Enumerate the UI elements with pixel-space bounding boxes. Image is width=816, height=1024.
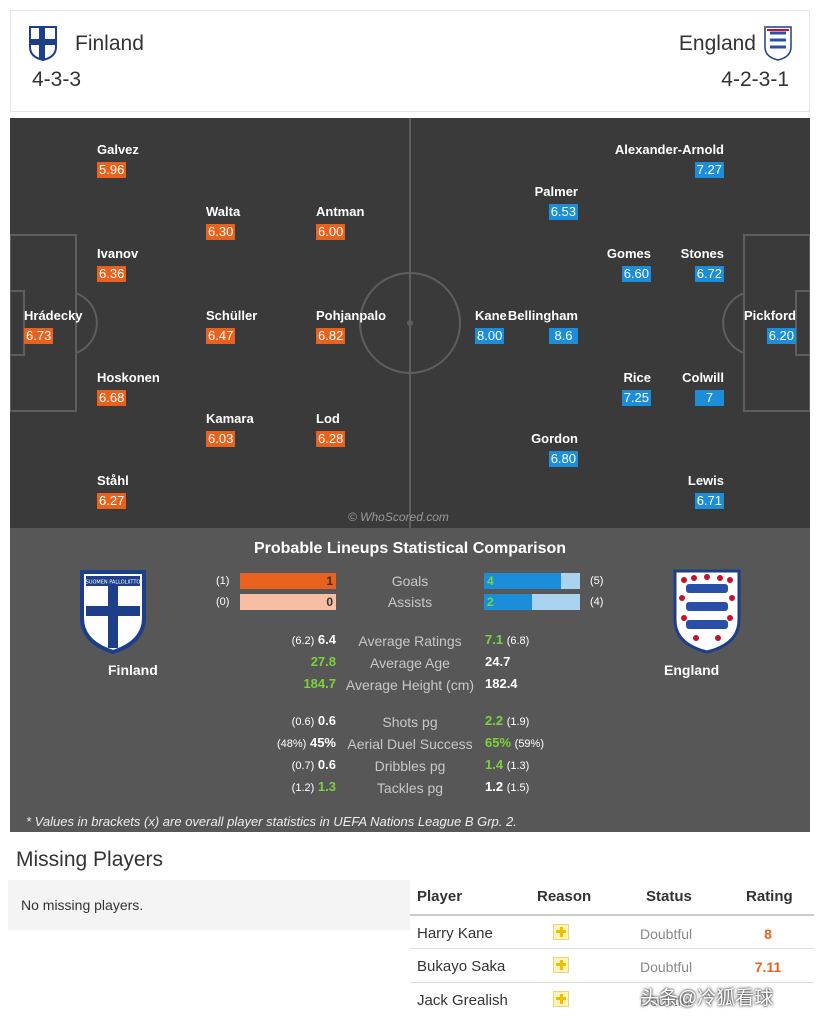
player-away-pickford[interactable]: Pickford 6.20 — [743, 308, 796, 344]
england-crest-icon — [764, 26, 792, 61]
avg-height-home: 184.7 — [303, 676, 336, 691]
goals-label: Goals — [391, 573, 429, 589]
missing-player-name[interactable]: Harry Kane — [417, 925, 493, 942]
player-home-antman[interactable]: Antman 6.00 — [316, 204, 365, 240]
missing-status: Doubtful — [640, 959, 693, 975]
home-team-name[interactable]: Finland — [75, 32, 144, 55]
dribbles-label: Dribbles pg — [374, 758, 446, 774]
goals-away-bar: 4 — [484, 573, 580, 589]
player-away-bellingham[interactable]: Bellingham 8.6 — [507, 308, 578, 344]
assists-home-bar: 0 — [240, 594, 336, 610]
missing-player-name[interactable]: Bukayo Saka — [417, 958, 506, 975]
pitch: Galvez 5.96 Walta 6.30 Antman 6.00 Ivanov 6.… — [10, 118, 810, 528]
player-home-ivanov[interactable]: Ivanov 6.36 — [97, 246, 139, 282]
table-row[interactable]: Harry Kane Doubtful 8 — [410, 914, 814, 948]
goals-home-overall: (1) — [216, 575, 230, 587]
player-away-lewis[interactable]: Lewis 6.71 — [687, 473, 724, 509]
missing-players-title: Missing Players — [16, 848, 164, 871]
tackles-away: 1.2 (1.5) — [485, 779, 530, 794]
table-row[interactable]: Jack Grealish Doubtful — [410, 982, 814, 1016]
table-row[interactable]: Bukayo Saka Doubtful 7.11 — [410, 948, 814, 982]
missing-player-name[interactable]: Jack Grealish — [417, 992, 508, 1009]
avg-age-away: 24.7 — [485, 654, 511, 669]
assists-home-overall: (0) — [216, 596, 230, 608]
missing-status: Doubtful — [640, 993, 693, 1009]
player-home-galvez[interactable]: Galvez 5.96 — [97, 142, 139, 178]
away-big-name: England — [664, 662, 720, 678]
player-away-alexander-arnold[interactable]: Alexander-Arnold 7.27 — [614, 142, 724, 178]
assists-away-overall: (4) — [590, 596, 604, 608]
missing-rating: 8 — [764, 926, 772, 942]
shots-home: (0.6) 0.6 — [291, 713, 336, 728]
goals-home-bar: 1 — [240, 573, 336, 589]
col-reason: Reason — [537, 888, 592, 905]
tackles-label: Tackles pg — [376, 780, 444, 796]
dribbles-home: (0.7) 0.6 — [291, 757, 336, 772]
assists-away-bar: 2 — [484, 594, 580, 610]
player-away-kane[interactable]: Kane 8.00 — [475, 308, 507, 344]
avg-age-label: Average Age — [370, 655, 450, 671]
home-big-name: Finland — [108, 662, 158, 678]
svg-text:SUOMEN PALLOLIITTO: SUOMEN PALLOLIITTO — [86, 580, 141, 586]
assists-label: Assists — [387, 594, 433, 610]
avg-height-away: 182.4 — [485, 676, 518, 691]
player-away-rice[interactable]: Rice 7.25 — [621, 370, 651, 406]
shots-away: 2.2 (1.9) — [485, 713, 530, 728]
aerial-label: Aerial Duel Success — [347, 736, 473, 752]
away-formation: 4-2-3-1 — [721, 68, 789, 91]
avg-rating-home: (6.2) 6.4 — [291, 632, 336, 647]
avg-age-home: 27.8 — [310, 654, 336, 669]
aerial-home: (48%) 45% — [277, 735, 336, 750]
comparison-title: Probable Lineups Statistical Comparison — [253, 540, 567, 557]
player-home-pohjanpalo[interactable]: Pohjanpalo 6.82 — [316, 308, 387, 344]
comparison-footnote: * Values in brackets (x) are overall pla… — [26, 814, 517, 829]
avg-rating-label: Average Ratings — [358, 633, 462, 649]
pitch-lines — [10, 118, 810, 528]
player-home-lod[interactable]: Lod 6.28 — [316, 411, 346, 447]
col-rating: Rating — [746, 888, 793, 905]
finland-crest-icon — [29, 26, 57, 61]
doubtful-icon — [553, 924, 569, 940]
player-home-schuller[interactable]: Schüller 6.47 — [206, 308, 258, 344]
match-header: Finland 4-3-3 England 4-2-3-1 — [10, 10, 810, 112]
player-away-gordon[interactable]: Gordon 6.80 — [531, 431, 578, 467]
avg-height-label: Average Height (cm) — [345, 677, 475, 693]
england-big-crest-icon — [673, 569, 741, 654]
dribbles-away: 1.4 (1.3) — [485, 757, 530, 772]
missing-rating: 7.11 — [754, 959, 782, 975]
tackles-home: (1.2) 1.3 — [291, 779, 336, 794]
doubtful-icon — [553, 991, 569, 1007]
player-home-kamara[interactable]: Kamara 6.03 — [206, 411, 254, 447]
avg-rating-away: 7.1 (6.8) — [485, 632, 530, 647]
player-away-stones[interactable]: Stones 6.72 — [680, 246, 724, 282]
whoscored-watermark: © WhoScored.com — [348, 510, 449, 524]
doubtful-icon — [553, 957, 569, 973]
away-team-name[interactable]: England — [678, 32, 756, 55]
player-home-stahl[interactable]: Ståhl 6.27 — [97, 473, 129, 509]
player-home-walta[interactable]: Walta 6.30 — [206, 204, 241, 240]
player-home-hoskonen[interactable]: Hoskonen 6.68 — [97, 370, 160, 406]
aerial-away: 65% (59%) — [485, 735, 544, 750]
missing-status: Doubtful — [640, 926, 693, 942]
goals-away-overall: (5) — [590, 575, 604, 587]
finland-big-crest-icon: SUOMEN PALLOLIITTO — [80, 570, 146, 654]
col-status: Status — [646, 888, 692, 905]
player-home-hradecky[interactable]: Hrádecky 6.73 — [24, 308, 83, 344]
home-formation: 4-3-3 — [32, 68, 82, 91]
player-away-gomes[interactable]: Gomes 6.60 — [606, 246, 651, 282]
player-away-colwill[interactable]: Colwill 7 — [682, 370, 724, 406]
shots-label: Shots pg — [382, 714, 438, 730]
stat-comparison: Probable Lineups Statistical Comparison … — [10, 528, 810, 832]
col-player: Player — [417, 888, 463, 905]
player-away-palmer[interactable]: Palmer 6.53 — [534, 184, 578, 220]
no-missing-players: No missing players. — [8, 880, 410, 930]
toutiao-watermark: 头条@冷狐看球 — [640, 988, 774, 1009]
